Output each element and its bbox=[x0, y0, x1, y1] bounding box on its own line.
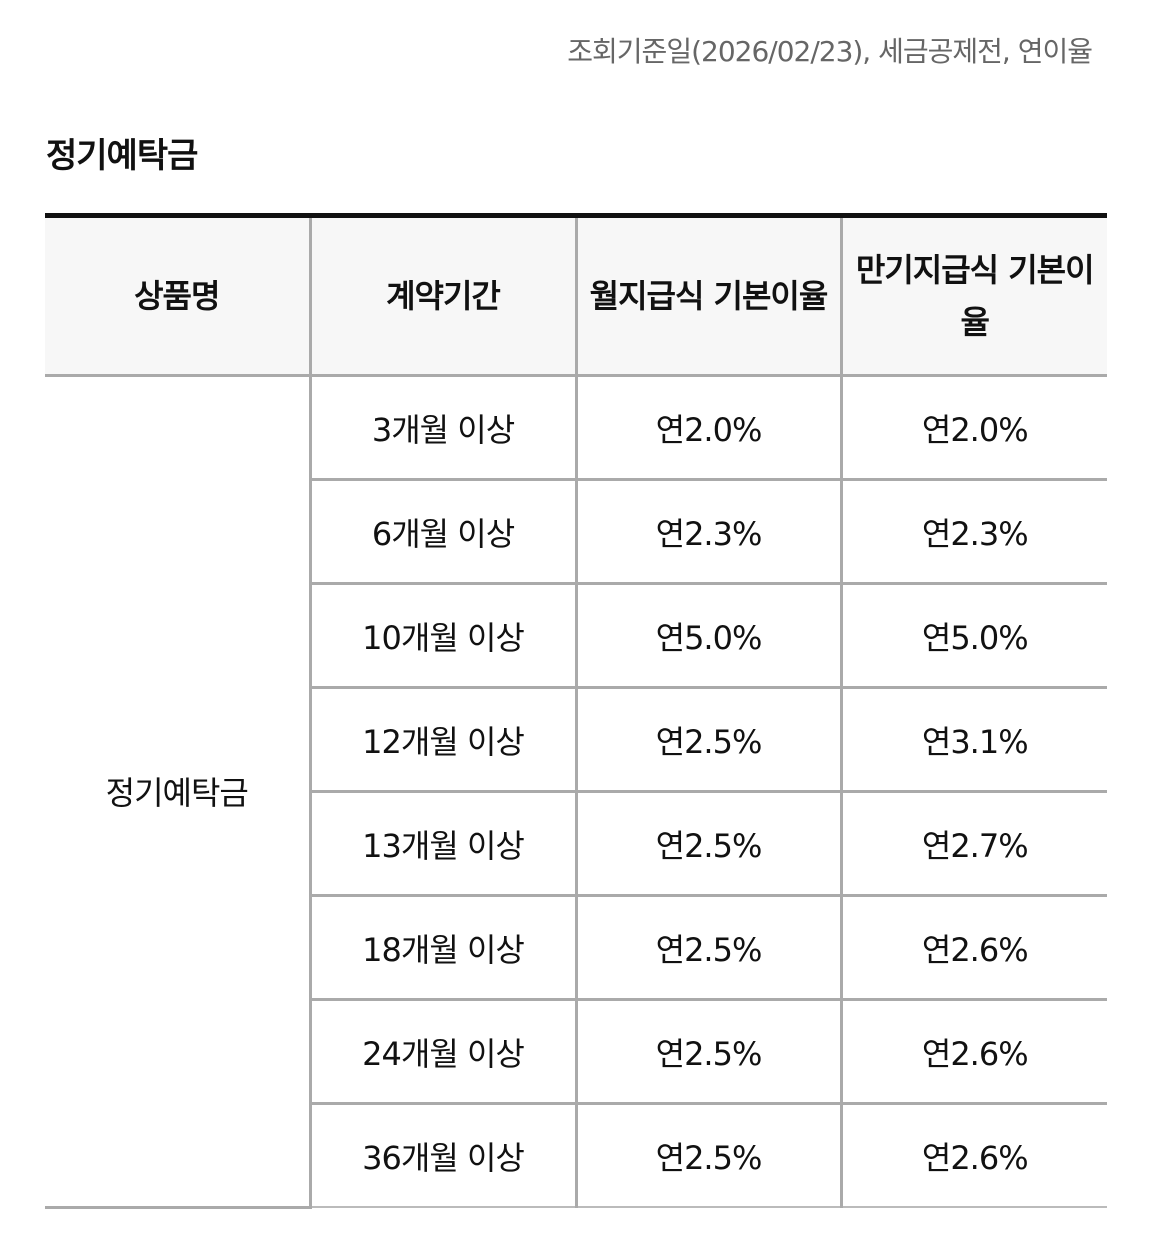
period-cell: 13개월 이상 bbox=[308, 791, 576, 897]
header-maturity-rate: 만기지급식 기본이율 bbox=[839, 215, 1107, 377]
monthly-rate-cell: 연2.3% bbox=[574, 479, 841, 585]
maturity-rate-cell: 연2.3% bbox=[839, 479, 1107, 585]
table-row: 10개월 이상 연5.0% 연5.0% bbox=[45, 583, 1107, 689]
table-row: 12개월 이상 연2.5% 연3.1% bbox=[45, 687, 1107, 793]
table-row: 6개월 이상 연2.3% 연2.3% bbox=[45, 479, 1107, 585]
table-row: 24개월 이상 연2.5% 연2.6% bbox=[45, 999, 1107, 1105]
monthly-rate-cell: 연5.0% bbox=[574, 583, 841, 689]
header-monthly-rate: 월지급식 기본이율 bbox=[574, 215, 841, 377]
maturity-rate-cell: 연5.0% bbox=[839, 583, 1107, 689]
maturity-rate-cell: 연2.6% bbox=[839, 999, 1107, 1105]
interest-rate-table: 상품명 계약기간 월지급식 기본이율 만기지급식 기본이율 정기예탁금 3개월 … bbox=[45, 213, 1107, 1209]
rate-notice: 조회기준일(2026/02/23), 세금공제전, 연이율 bbox=[567, 35, 1093, 68]
period-cell: 36개월 이상 bbox=[308, 1103, 576, 1207]
table-row: 36개월 이상 연2.5% 연2.6% bbox=[45, 1103, 1107, 1207]
monthly-rate-cell: 연2.5% bbox=[574, 895, 841, 1001]
maturity-rate-cell: 연2.6% bbox=[839, 895, 1107, 1001]
maturity-rate-cell: 연2.0% bbox=[839, 375, 1107, 481]
table-row: 13개월 이상 연2.5% 연2.7% bbox=[45, 791, 1107, 897]
table-header-row: 상품명 계약기간 월지급식 기본이율 만기지급식 기본이율 bbox=[45, 215, 1107, 377]
period-cell: 3개월 이상 bbox=[308, 375, 576, 481]
period-cell: 12개월 이상 bbox=[308, 687, 576, 793]
maturity-rate-cell: 연2.7% bbox=[839, 791, 1107, 897]
table-row: 정기예탁금 3개월 이상 연2.0% 연2.0% bbox=[45, 375, 1107, 1209]
maturity-rate-cell: 연2.6% bbox=[839, 1103, 1107, 1207]
period-cell: 24개월 이상 bbox=[308, 999, 576, 1105]
header-contract-period: 계약기간 bbox=[308, 215, 576, 377]
maturity-rate-cell: 연3.1% bbox=[839, 687, 1107, 793]
period-cell: 18개월 이상 bbox=[308, 895, 576, 1001]
monthly-rate-cell: 연2.5% bbox=[574, 687, 841, 793]
table-row: 18개월 이상 연2.5% 연2.6% bbox=[45, 895, 1107, 1001]
section-title: 정기예탁금 bbox=[46, 136, 198, 176]
product-name-cell: 정기예탁금 bbox=[45, 375, 310, 1209]
monthly-rate-cell: 연2.5% bbox=[574, 791, 841, 897]
monthly-rate-cell: 연2.0% bbox=[574, 375, 841, 481]
period-cell: 6개월 이상 bbox=[308, 479, 576, 585]
monthly-rate-cell: 연2.5% bbox=[574, 1103, 841, 1207]
monthly-rate-cell: 연2.5% bbox=[574, 999, 841, 1105]
header-product-name: 상품명 bbox=[45, 215, 310, 377]
period-cell: 10개월 이상 bbox=[308, 583, 576, 689]
